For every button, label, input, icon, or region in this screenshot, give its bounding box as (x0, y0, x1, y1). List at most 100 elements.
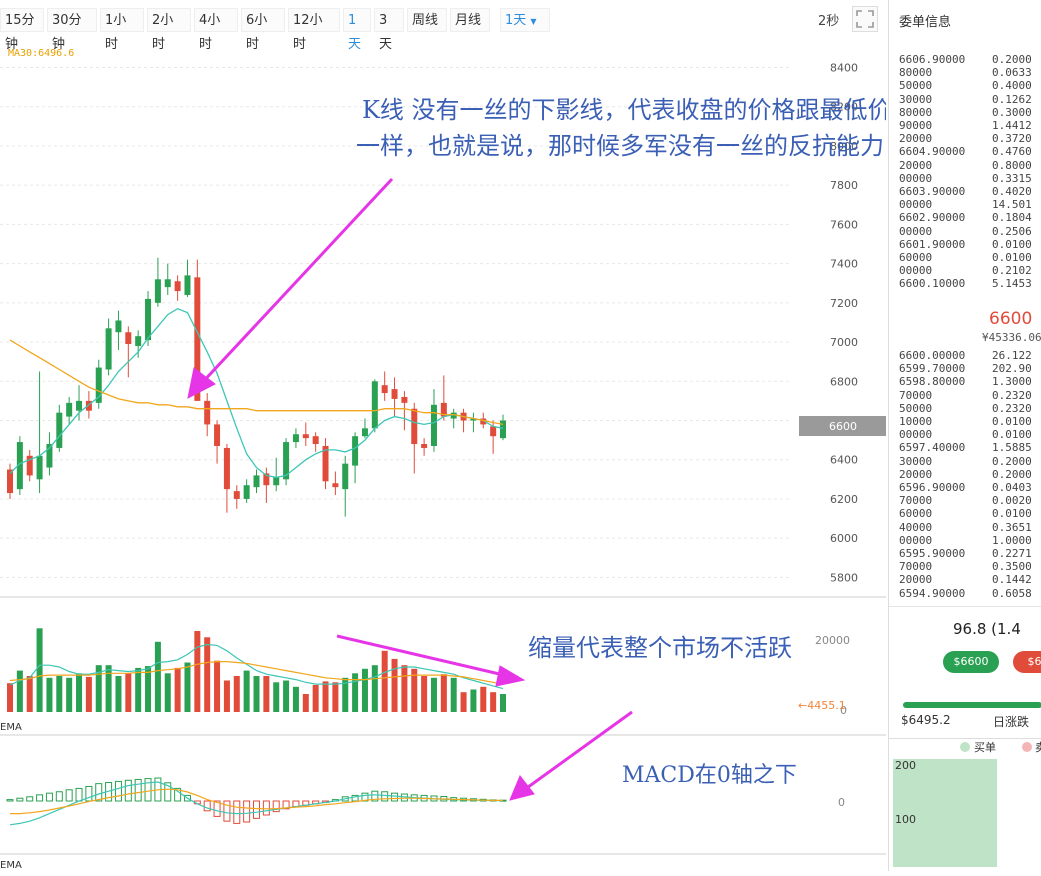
volume-bar (26, 676, 33, 712)
candle (174, 281, 181, 292)
macd-bar (45, 792, 53, 802)
volume-bar (411, 668, 418, 712)
orderbook-panel: 委单信息 6606.90000 0.2000 80000 0.0633 50000 0.4… (888, 0, 1041, 872)
fullscreen-button[interactable] (852, 6, 878, 32)
buy-price-button[interactable]: $6600 (943, 651, 999, 673)
candle (85, 400, 92, 411)
order-amount: 0.0100 (992, 428, 1032, 442)
volume-tick-high: 20000 (815, 634, 850, 647)
volume-bar (125, 673, 132, 712)
candle (490, 426, 497, 437)
volume-bar (56, 676, 63, 712)
order-amount: 26.122 (992, 349, 1032, 362)
timeframe-9[interactable]: 周线 (407, 8, 447, 32)
price-tick: 7600 (830, 218, 858, 231)
depth-tick-200: 200 (895, 759, 916, 772)
order-amount: 0.2000 (992, 53, 1032, 66)
macd-bar (243, 800, 251, 823)
macd-bar (144, 778, 152, 802)
price-tick: 8200 (830, 101, 858, 114)
legend-sell-dot (1022, 742, 1032, 752)
sell-price-button[interactable]: $66 (1013, 651, 1041, 673)
refresh-interval[interactable]: 2秒 (818, 14, 840, 29)
order-price: 20000 (899, 467, 933, 481)
timeframe-6[interactable]: 12小时 (288, 8, 340, 52)
macd-arrow (509, 710, 633, 801)
volume-bar (85, 676, 92, 712)
timeframe-1[interactable]: 30分钟 (47, 8, 97, 52)
volume-bar (460, 692, 467, 712)
candle (135, 336, 142, 346)
volume-bar (371, 665, 378, 712)
order-amount: 1.4412 (992, 119, 1032, 132)
order-price: 00000 (899, 224, 933, 238)
candle (391, 389, 398, 399)
price-tick: 6800 (830, 375, 858, 388)
order-amount: 0.2320 (992, 388, 1032, 402)
candle (421, 444, 428, 448)
order-price: 20000 (899, 573, 933, 587)
timeframe-10[interactable]: 月线 (450, 8, 490, 32)
price-tick: 7800 (830, 179, 858, 192)
macd-bar (183, 794, 191, 802)
candle (164, 279, 171, 288)
order-amount: 0.3500 (992, 560, 1032, 574)
macd-bar (65, 789, 73, 802)
candle (95, 367, 102, 403)
timeframe-3[interactable]: 2小时 (147, 8, 191, 52)
candle (470, 418, 477, 421)
timeframe-4[interactable]: 4小时 (194, 8, 238, 52)
macd-bar (124, 779, 132, 802)
order-price: 6606.90000 (899, 53, 966, 66)
order-price: 6600.10000 (899, 277, 966, 291)
order-price: 20000 (899, 158, 933, 172)
last-price-cny: ¥45336.06 (982, 331, 1041, 344)
candle (36, 455, 43, 480)
volume-bar (361, 668, 368, 712)
candle (194, 277, 201, 401)
order-price: 30000 (899, 454, 933, 468)
order-price: 6601.90000 (899, 237, 966, 251)
volume-bar (263, 676, 270, 712)
candle (214, 424, 221, 446)
macd-bar (36, 794, 44, 802)
macd-bar (16, 797, 24, 802)
fullscreen-icon (856, 10, 874, 28)
order-price: 6595.90000 (899, 547, 966, 560)
order-amount: 0.2506 (992, 224, 1032, 238)
order-price: 6600.00000 (899, 349, 966, 362)
order-price: 6598.80000 (899, 375, 966, 389)
order-amount: 14.501 (992, 198, 1032, 212)
candle (411, 408, 418, 445)
macd-bar (55, 791, 63, 802)
volume-bar (352, 673, 359, 712)
order-amount: 0.0403 (992, 481, 1032, 494)
volume-bar (312, 685, 319, 712)
kline-arrow (187, 177, 394, 399)
volume-bar (500, 694, 506, 712)
order-amount: 0.3000 (992, 105, 1032, 119)
order-price: 00000 (899, 198, 933, 212)
candle (302, 434, 309, 439)
timeframe-dropdown[interactable]: 1天 ▼ (500, 8, 550, 32)
candle (332, 483, 339, 488)
depth-chart[interactable]: 买单 卖 200 100 (889, 738, 1041, 872)
volume-bar (273, 682, 280, 712)
timeframe-8[interactable]: 3天 (374, 8, 404, 52)
volume-bar (233, 676, 240, 712)
timeframe-5[interactable]: 6小时 (241, 8, 285, 52)
macd-bar (381, 791, 389, 802)
candle (253, 475, 260, 488)
order-amount: 0.1442 (992, 573, 1032, 587)
order-price: 6604.90000 (899, 145, 966, 159)
low-price: $6495.2 (901, 713, 951, 727)
volume-bar (7, 683, 13, 712)
order-price: 70000 (899, 388, 933, 402)
volume-bar (36, 628, 43, 712)
kline-chart[interactable]: 8400 8200 8000 7800 7600 7400 7200 7000 6800 6600… (0, 42, 886, 871)
candle (430, 404, 437, 446)
timeframe-0[interactable]: 15分钟 (0, 8, 44, 52)
timeframe-7[interactable]: 1天 (343, 8, 371, 52)
timeframe-2[interactable]: 1小时 (100, 8, 144, 52)
candle (154, 279, 161, 303)
